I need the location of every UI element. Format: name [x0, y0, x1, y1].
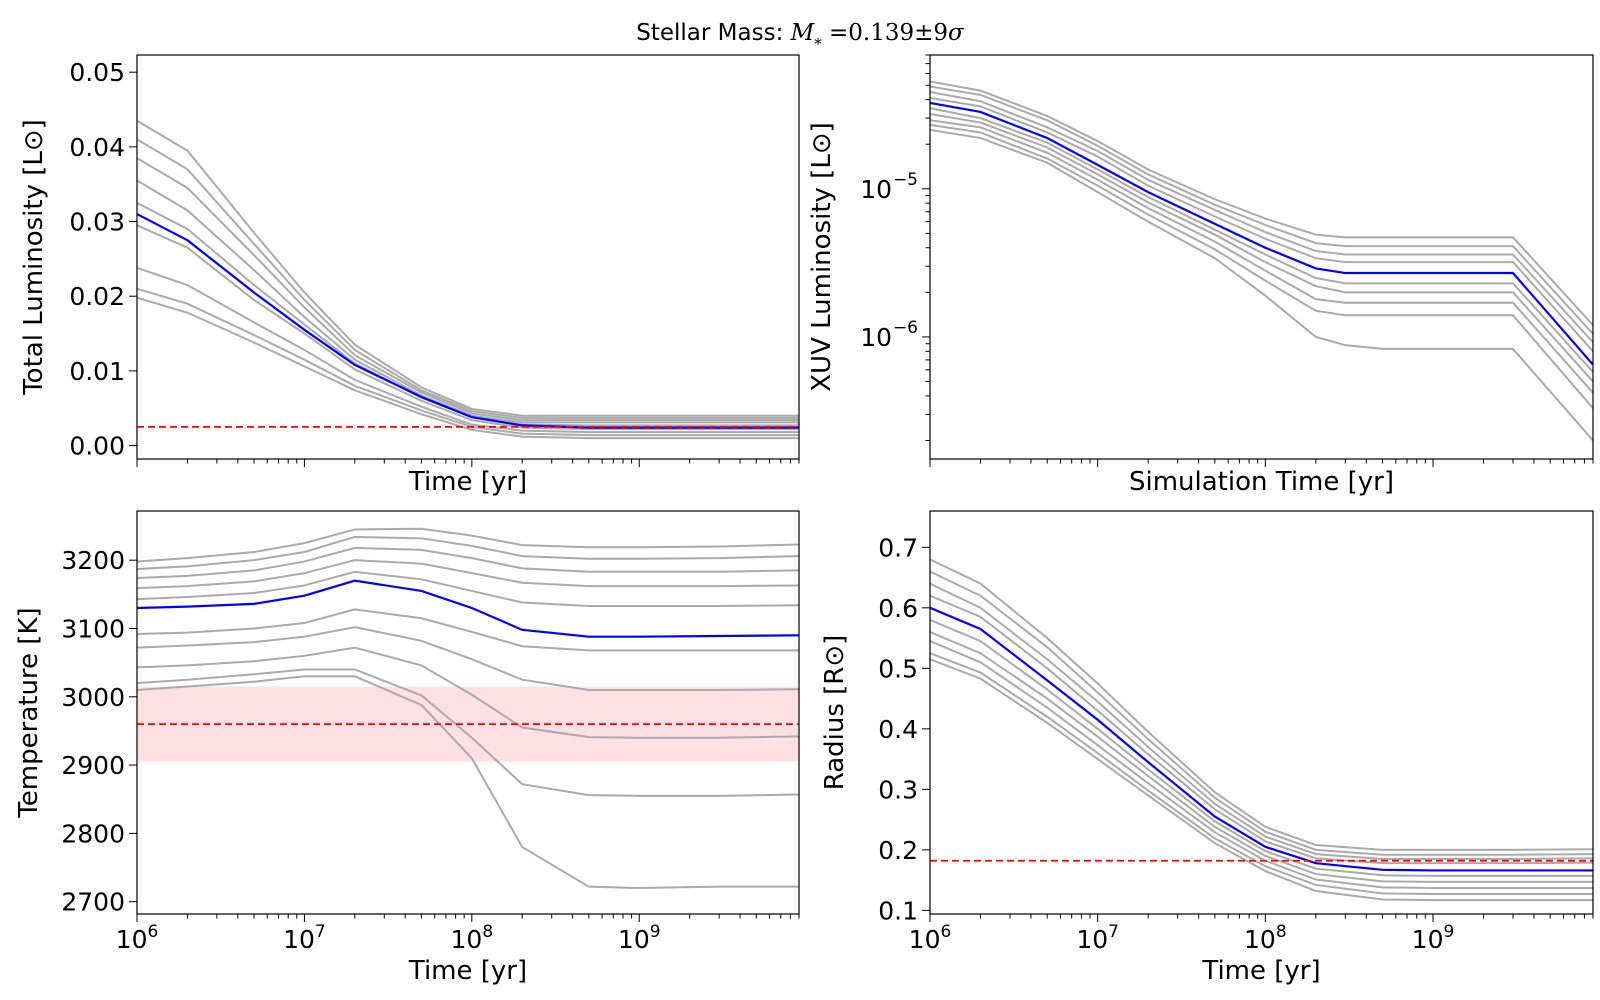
model-line-lum-2	[137, 157, 799, 422]
x-axis-label-temp: Time [yr]	[408, 956, 527, 986]
best-fit-line-xuv	[930, 101, 1593, 366]
y-tick-label-lum: 0.02	[69, 282, 125, 311]
y-tick-label-temp: 3100	[61, 614, 125, 643]
y-axis-label-temp: Temperature [K]	[14, 607, 44, 818]
model-line-xuv-5	[930, 112, 1593, 383]
y-tick-label-rad: 0.6	[878, 594, 918, 623]
model-line-temp-2	[137, 546, 799, 579]
y-tick-label-temp: 3200	[61, 546, 125, 575]
best-fit-line-lum	[137, 213, 799, 429]
y-tick-label-rad: 0.1	[878, 896, 918, 925]
model-line-lum-5	[137, 224, 799, 431]
model-line-temp-5	[137, 608, 799, 652]
x-tick-label-temp: 108	[451, 922, 494, 954]
y-tick-label-exp-xuv: −6	[893, 318, 918, 338]
model-line-rad-0	[930, 558, 1593, 851]
model-line-lum-0	[137, 119, 799, 417]
panel-radius: 106 107 108 109 0.1 0.2 0.3 0.4 0.5 0.6 0.7 Time [y…	[820, 510, 1594, 986]
x-tick-label-rad: 108	[1244, 922, 1287, 954]
x-tick-label-rad: 107	[1076, 922, 1119, 954]
y-tick-label-rad: 0.5	[878, 654, 918, 683]
model-line-temp-9	[137, 675, 799, 890]
y-tick-label-xuv: 10	[860, 323, 892, 352]
model-line-lum-8	[137, 296, 799, 440]
model-line-rad-3	[930, 594, 1593, 865]
plot-area-temp	[137, 527, 799, 890]
model-line-lum-1	[137, 138, 799, 419]
model-line-lum-3	[137, 179, 799, 424]
y-axis-label-xuv: XUV Luminosity [L⊙]	[807, 122, 837, 392]
plot-area-lum	[137, 119, 799, 440]
model-line-temp-0	[137, 527, 799, 563]
model-line-temp-6	[137, 626, 799, 691]
plot-area-xuv	[930, 80, 1593, 442]
model-line-lum-6	[137, 266, 799, 434]
model-line-rad-7	[930, 652, 1593, 896]
y-tick-label-rad: 0.7	[878, 533, 918, 562]
y-tick-label-lum: 0.01	[69, 357, 125, 386]
axes-frame-rad	[929, 510, 1594, 915]
model-line-rad-5	[930, 631, 1593, 883]
y-tick-label-temp: 2800	[61, 819, 125, 848]
x-tick-label-temp: 107	[283, 922, 326, 954]
plot-area-rad	[930, 558, 1593, 902]
model-line-xuv-7	[930, 123, 1593, 409]
y-tick-label-rad: 0.3	[878, 775, 918, 804]
y-tick-label-xuv: 10	[860, 175, 892, 204]
x-tick-label-rad: 106	[909, 922, 952, 954]
model-line-rad-8	[930, 658, 1593, 902]
y-tick-label-rad: 0.4	[878, 715, 918, 744]
figure-suptitle: Stellar Mass: M* =0.139±9σ	[636, 20, 965, 53]
model-line-rad-4	[930, 618, 1593, 877]
y-tick-label-lum: 0.00	[69, 432, 125, 461]
y-axis-label-lum: Total Luminosity [L⊙]	[19, 119, 49, 396]
x-axis-label-lum: Time [yr]	[408, 467, 527, 497]
x-tick-label-rad: 109	[1412, 922, 1455, 954]
model-line-temp-8	[137, 668, 799, 797]
axes-frame-xuv	[929, 54, 1594, 460]
x-tick-label-temp: 106	[116, 922, 159, 954]
x-tick-label-temp: 109	[618, 922, 661, 954]
y-tick-label-temp: 2700	[61, 888, 125, 917]
panel-total-luminosity: 0.00 0.01 0.02 0.03 0.04 0.05 Time [yr] Total L…	[19, 54, 800, 497]
model-line-xuv-8	[930, 128, 1593, 442]
y-tick-label-lum: 0.03	[69, 208, 125, 237]
x-axis-label-xuv: Simulation Time [yr]	[1129, 467, 1394, 497]
model-line-rad-6	[930, 640, 1593, 889]
best-fit-line-temp	[137, 579, 799, 638]
y-tick-label-temp: 3000	[61, 683, 125, 712]
model-line-xuv-3	[930, 97, 1593, 352]
best-fit-line-rad	[930, 606, 1593, 872]
y-axis-label-rad: Radius [R⊙]	[820, 635, 850, 791]
x-axis-label-rad: Time [yr]	[1201, 956, 1320, 986]
axes-frame-lum	[136, 54, 800, 460]
model-line-rad-1	[930, 570, 1593, 856]
model-line-temp-4	[137, 570, 799, 607]
model-line-temp-7	[137, 646, 799, 739]
model-line-xuv-2	[930, 91, 1593, 343]
model-line-lum-7	[137, 287, 799, 437]
model-line-xuv-1	[930, 85, 1593, 335]
y-tick-label-temp: 2900	[61, 751, 125, 780]
panel-temperature: 106 107 108 109 2700 2800 2900 3000 3100 3200 Time…	[14, 510, 800, 986]
model-line-xuv-0	[930, 80, 1593, 326]
model-line-xuv-4	[930, 107, 1593, 373]
model-line-temp-3	[137, 559, 799, 590]
y-tick-label-lum: 0.04	[69, 133, 125, 162]
model-line-xuv-6	[930, 119, 1593, 394]
model-line-temp-1	[137, 535, 799, 571]
axes-frame-temp	[136, 510, 800, 915]
y-tick-label-exp-xuv: −5	[893, 170, 918, 190]
model-line-rad-2	[930, 582, 1593, 860]
y-tick-label-rad: 0.2	[878, 836, 918, 865]
y-tick-label-lum: 0.05	[69, 58, 125, 87]
